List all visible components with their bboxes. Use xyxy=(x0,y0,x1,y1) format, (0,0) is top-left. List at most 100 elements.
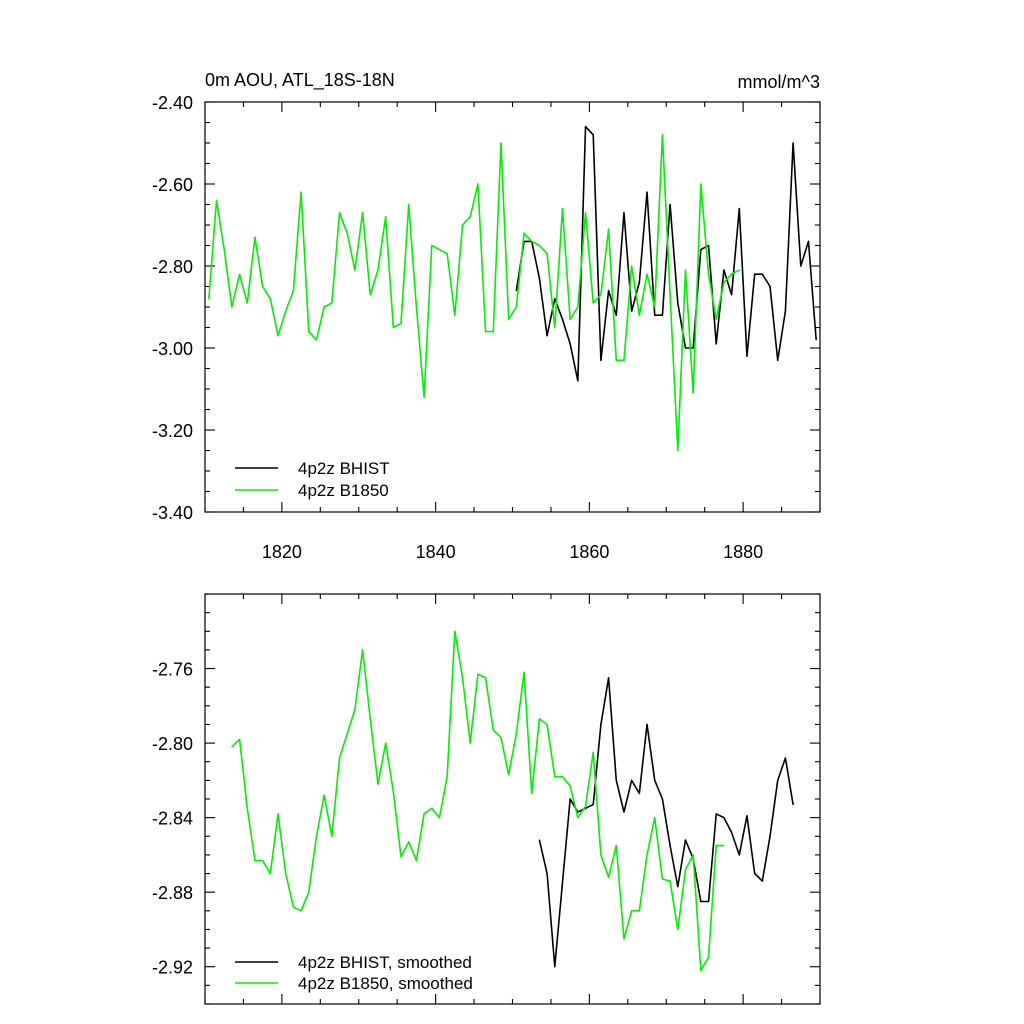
data-point-4p2z-b1850 xyxy=(323,306,325,308)
data-point-4p2z-b1850 xyxy=(415,306,418,308)
data-point-4p2z-bhist-smoothed xyxy=(769,835,771,837)
data-point-4p2z-b1850-smoothed xyxy=(561,776,564,778)
data-point-4p2z-b1850-smoothed xyxy=(623,938,625,940)
data-point-4p2z-bhist xyxy=(515,290,517,292)
data-point-4p2z-b1850 xyxy=(262,285,264,288)
data-point-4p2z-b1850-smoothed xyxy=(331,835,333,837)
data-point-4p2z-b1850 xyxy=(331,302,333,304)
data-point-4p2z-b1850-smoothed xyxy=(385,742,387,744)
data-point-4p2z-b1850 xyxy=(269,298,271,300)
top-panel-units: mmol/m^3 xyxy=(738,72,820,92)
data-point-4p2z-b1850-smoothed xyxy=(377,783,379,785)
data-point-4p2z-b1850-smoothed xyxy=(354,708,356,711)
data-point-4p2z-bhist xyxy=(761,273,763,275)
data-point-4p2z-b1850 xyxy=(385,216,387,218)
data-point-4p2z-bhist xyxy=(615,314,617,316)
data-point-4p2z-bhist-smoothed xyxy=(700,900,702,903)
data-point-4p2z-bhist xyxy=(707,244,710,247)
data-point-4p2z-b1850-smoothed xyxy=(392,790,394,793)
data-point-4p2z-bhist xyxy=(654,314,656,316)
top-x-tick-label: 1840 xyxy=(416,542,456,562)
data-point-4p2z-b1850-smoothed xyxy=(692,854,694,856)
data-point-4p2z-bhist-smoothed xyxy=(761,880,763,882)
data-point-4p2z-b1850 xyxy=(623,359,625,361)
data-point-4p2z-b1850-smoothed xyxy=(523,671,525,673)
bottom-y-tick-label: -2.76 xyxy=(152,660,193,680)
data-point-4p2z-bhist xyxy=(592,134,594,136)
data-point-4p2z-b1850-smoothed xyxy=(461,677,464,679)
data-point-4p2z-b1850 xyxy=(238,273,241,275)
data-point-4p2z-b1850-smoothed xyxy=(338,757,341,759)
data-point-4p2z-b1850-smoothed xyxy=(615,844,617,847)
data-point-4p2z-bhist-smoothed xyxy=(538,839,541,841)
data-point-4p2z-bhist-smoothed xyxy=(677,885,679,888)
data-point-4p2z-bhist xyxy=(715,343,717,345)
top-plot-frame xyxy=(204,101,821,513)
data-point-4p2z-b1850 xyxy=(669,294,671,296)
data-point-4p2z-b1850-smoothed xyxy=(369,718,371,720)
data-point-4p2z-b1850 xyxy=(438,249,441,251)
data-point-4p2z-b1850 xyxy=(446,253,448,255)
bottom-legend: 4p2z BHIST, smoothed 4p2z B1850, smoothe… xyxy=(235,953,473,993)
data-point-4p2z-b1850 xyxy=(346,232,348,234)
data-point-4p2z-b1850 xyxy=(723,281,725,283)
bottom-y-tick-label: -2.84 xyxy=(152,809,193,829)
data-point-4p2z-bhist-smoothed xyxy=(784,757,787,759)
data-point-4p2z-b1850-smoothed xyxy=(554,776,556,778)
data-point-4p2z-b1850 xyxy=(615,359,617,361)
data-point-4p2z-bhist xyxy=(815,339,817,341)
data-point-4p2z-b1850-smoothed xyxy=(269,872,271,875)
series-line-4p2z-bhist-smoothed xyxy=(538,677,794,968)
data-point-4p2z-b1850-smoothed xyxy=(508,774,510,776)
data-point-4p2z-b1850 xyxy=(646,273,648,275)
data-point-4p2z-b1850-smoothed xyxy=(715,844,717,847)
data-point-4p2z-b1850 xyxy=(423,396,425,398)
data-point-4p2z-b1850 xyxy=(377,269,379,271)
data-point-4p2z-bhist-smoothed xyxy=(792,803,794,806)
data-point-4p2z-b1850 xyxy=(577,306,579,308)
top-legend: 4p2z BHIST 4p2z B1850 xyxy=(235,459,390,500)
data-point-4p2z-b1850 xyxy=(500,142,502,144)
data-point-4p2z-b1850 xyxy=(715,318,717,320)
data-point-4p2z-b1850 xyxy=(400,322,402,324)
data-point-4p2z-bhist-smoothed xyxy=(615,779,617,781)
data-point-4p2z-b1850-smoothed xyxy=(600,854,602,856)
data-point-4p2z-b1850-smoothed xyxy=(631,910,633,912)
bottom-ticks xyxy=(204,593,821,1005)
data-point-4p2z-bhist-smoothed xyxy=(646,723,648,726)
data-point-4p2z-bhist-smoothed xyxy=(661,798,664,800)
data-point-4p2z-bhist-smoothed xyxy=(561,882,564,884)
top-series-layer xyxy=(208,125,817,452)
data-point-4p2z-bhist xyxy=(800,265,802,267)
data-point-4p2z-b1850-smoothed xyxy=(684,869,687,871)
data-point-4p2z-b1850-smoothed xyxy=(231,746,233,748)
data-point-4p2z-b1850 xyxy=(546,253,548,255)
data-point-4p2z-bhist-smoothed xyxy=(684,839,687,841)
data-point-4p2z-b1850-smoothed xyxy=(308,891,310,893)
series-line-4p2z-bhist xyxy=(515,125,817,382)
data-point-4p2z-b1850 xyxy=(431,244,433,247)
data-point-4p2z-b1850 xyxy=(369,294,371,296)
data-point-4p2z-b1850-smoothed xyxy=(546,723,548,726)
data-point-4p2z-b1850-smoothed xyxy=(569,785,571,787)
data-point-4p2z-b1850 xyxy=(531,240,533,242)
data-point-4p2z-bhist xyxy=(607,290,610,292)
top-y-tick-label: -2.40 xyxy=(152,93,193,113)
data-point-4p2z-b1850-smoothed xyxy=(262,859,264,862)
data-point-4p2z-bhist xyxy=(784,310,787,312)
data-point-4p2z-b1850-smoothed xyxy=(669,880,671,882)
data-point-4p2z-b1850-smoothed xyxy=(454,630,456,632)
data-point-4p2z-b1850-smoothed xyxy=(446,776,448,778)
top-x-tick-label: 1880 xyxy=(723,542,763,562)
data-point-4p2z-b1850-smoothed xyxy=(246,807,248,809)
data-point-4p2z-b1850 xyxy=(461,224,464,226)
data-point-4p2z-bhist xyxy=(677,302,679,304)
top-y-tick-labels: -3.40 -3.20 -3.00 -2.80 -2.60 -2.40 xyxy=(152,93,193,523)
data-point-4p2z-b1850 xyxy=(515,306,517,308)
data-point-4p2z-b1850-smoothed xyxy=(323,794,325,796)
data-point-4p2z-bhist-smoothed xyxy=(638,792,640,795)
data-point-4p2z-b1850-smoothed xyxy=(500,736,502,739)
data-point-4p2z-bhist xyxy=(546,335,548,337)
data-point-4p2z-b1850-smoothed xyxy=(315,835,318,837)
data-point-4p2z-b1850-smoothed xyxy=(469,742,471,744)
